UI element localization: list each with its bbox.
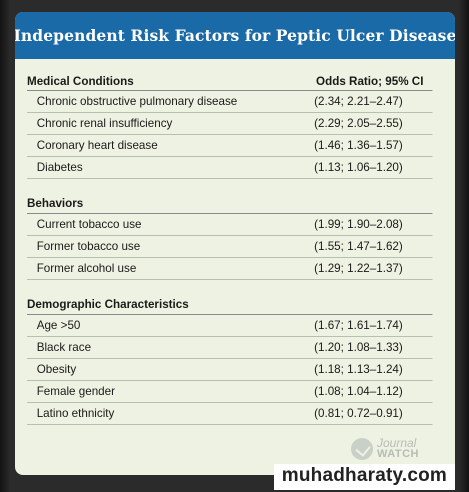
factor-label: Age >50 bbox=[36, 318, 81, 332]
factor-label: Former tobacco use bbox=[36, 239, 141, 253]
table-row: Diabetes (1.13; 1.06–1.20) bbox=[27, 157, 433, 179]
table-row: Chronic renal insufficiency (2.29; 2.05–… bbox=[27, 113, 433, 135]
table-row: Latino ethnicity (0.81; 0.72–0.91) bbox=[27, 403, 433, 425]
risk-factor-table: Medical Conditions Odds Ratio; 95% CI Ch… bbox=[27, 72, 433, 425]
factor-label: Female gender bbox=[36, 384, 115, 398]
odds-ratio-value: (1.29; 1.22–1.37) bbox=[314, 261, 403, 275]
logo-line-watch: WATCH bbox=[376, 448, 419, 460]
section-heading-behaviors: Behaviors bbox=[27, 193, 433, 214]
factor-label: Current tobacco use bbox=[36, 217, 142, 231]
odds-ratio-value: (2.29; 2.05–2.55) bbox=[314, 116, 403, 130]
odds-ratio-value: (1.18; 1.13–1.24) bbox=[314, 362, 403, 376]
section-heading-demographics: Demographic Characteristics bbox=[27, 294, 433, 315]
risk-factor-table-card: Independent Risk Factors for Peptic Ulce… bbox=[15, 12, 455, 475]
factor-label: Chronic obstructive pulmonary disease bbox=[36, 94, 238, 108]
table-row: Female gender (1.08; 1.04–1.12) bbox=[27, 381, 433, 403]
factor-label: Obesity bbox=[36, 362, 77, 376]
odds-ratio-column-header: Odds Ratio; 95% CI bbox=[316, 74, 424, 88]
factor-label: Former alcohol use bbox=[36, 261, 137, 275]
odds-ratio-value: (1.13; 1.06–1.20) bbox=[314, 160, 403, 174]
odds-ratio-value: (1.08; 1.04–1.12) bbox=[314, 384, 403, 398]
table-header-row: Medical Conditions Odds Ratio; 95% CI bbox=[27, 72, 433, 91]
table-row: Age >50 (1.67; 1.61–1.74) bbox=[27, 315, 433, 337]
table-row: Chronic obstructive pulmonary disease (2… bbox=[27, 91, 433, 113]
section-spacer bbox=[27, 280, 432, 294]
table-row: Former alcohol use (1.29; 1.22–1.37) bbox=[27, 258, 433, 280]
odds-ratio-value: (1.99; 1.90–2.08) bbox=[314, 217, 403, 231]
odds-ratio-value: (0.81; 0.72–0.91) bbox=[314, 406, 403, 420]
table-row: Former tobacco use (1.55; 1.47–1.62) bbox=[27, 236, 433, 258]
section-spacer bbox=[27, 179, 432, 193]
factor-label: Black race bbox=[36, 340, 92, 354]
factor-label: Diabetes bbox=[36, 160, 83, 174]
table-title: Independent Risk Factors for Peptic Ulce… bbox=[15, 12, 455, 59]
odds-ratio-value: (1.20; 1.08–1.33) bbox=[314, 340, 403, 354]
checkmark-icon bbox=[350, 438, 373, 460]
odds-ratio-value: (1.46; 1.36–1.57) bbox=[314, 138, 403, 152]
journal-watch-logo: Journal WATCH bbox=[350, 436, 419, 460]
logo-line-journal: Journal bbox=[376, 436, 417, 450]
site-watermark: muhadharaty.com bbox=[273, 464, 455, 490]
odds-ratio-value: (2.34; 2.21–2.47) bbox=[314, 94, 403, 108]
table-row: Current tobacco use (1.99; 1.90–2.08) bbox=[27, 214, 433, 236]
odds-ratio-value: (1.67; 1.61–1.74) bbox=[314, 318, 403, 332]
table-row: Obesity (1.18; 1.13–1.24) bbox=[27, 359, 433, 381]
logo-text: Journal WATCH bbox=[376, 436, 419, 460]
factor-label: Coronary heart disease bbox=[36, 138, 158, 152]
table-row: Coronary heart disease (1.46; 1.36–1.57) bbox=[27, 135, 433, 157]
section-heading-medical-conditions: Medical Conditions bbox=[27, 74, 134, 88]
factor-label: Latino ethnicity bbox=[36, 406, 115, 420]
table-row: Black race (1.20; 1.08–1.33) bbox=[27, 337, 433, 359]
odds-ratio-value: (1.55; 1.47–1.62) bbox=[314, 239, 403, 253]
factor-label: Chronic renal insufficiency bbox=[36, 116, 173, 130]
